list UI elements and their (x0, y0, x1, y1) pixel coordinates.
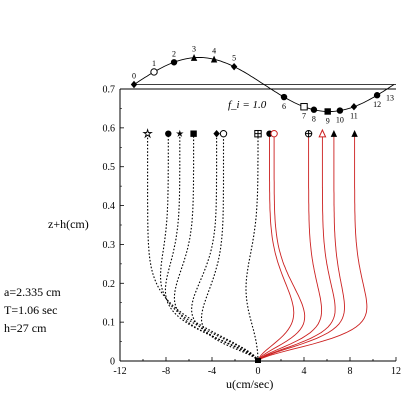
profile-line-7 (257, 133, 295, 362)
profile-line-2 (164, 133, 259, 362)
profile-phase-11 (257, 129, 345, 362)
phase-marker-3 (190, 53, 198, 61)
profile-line-5 (200, 133, 259, 362)
x-tick-label: 0 (256, 366, 261, 377)
phase-marker-10 (336, 107, 344, 114)
phase-marker-11 (350, 103, 358, 111)
profile-line-12 (257, 133, 368, 362)
y-tick-label: 0.1 (103, 318, 116, 329)
profile-line-8 (257, 133, 306, 362)
phase-label-2: 2 (172, 49, 176, 58)
phase-marker-12 (373, 92, 381, 99)
x-tick-label: 4 (302, 366, 307, 377)
profile-phase-0 (142, 128, 259, 362)
phase-label-9: 9 (326, 116, 330, 125)
param-depth: h=27 cm (4, 321, 47, 335)
profile-phase-8 (257, 129, 306, 362)
profile-phase-4 (191, 129, 259, 362)
profile-marker-0 (142, 128, 153, 139)
phase-label-6: 6 (282, 102, 286, 111)
param-amplitude: a=2.335 cm (4, 285, 61, 299)
param-period: T=1.06 sec (4, 303, 57, 317)
profile-phase-5 (200, 129, 259, 362)
x-tick-label: -4 (208, 366, 216, 377)
profile-marker-1 (165, 130, 172, 137)
profile-marker-3 (190, 130, 197, 137)
profile-line-11 (257, 133, 345, 362)
phase-marker-5 (230, 62, 238, 71)
y-tick-label: 0.7 (103, 85, 116, 96)
profile-phase-6 (245, 129, 262, 362)
phase-label-11: 11 (350, 112, 358, 121)
phase-marker-6 (280, 93, 288, 101)
profile-phase-9 (257, 129, 323, 362)
phase-marker-2 (170, 59, 178, 66)
profile-phase-7 (257, 130, 295, 362)
x-axis-label: u(cm/sec) (226, 377, 273, 391)
phase-label-3: 3 (192, 45, 196, 54)
phase-marker-1 (150, 68, 158, 76)
x-tick-label: -12 (113, 366, 126, 377)
profile-marker-5 (219, 129, 228, 138)
phase-marker-7 (300, 103, 308, 111)
y-tick-label: 0.4 (103, 201, 116, 212)
phase-label-8: 8 (312, 115, 316, 124)
y-tick-label: 0.3 (103, 240, 116, 251)
phase-label-1: 1 (152, 59, 156, 68)
phase-label-10: 10 (336, 116, 344, 125)
phase-label-4: 4 (212, 46, 216, 55)
profile-marker-4 (213, 129, 220, 138)
x-tick-label: 12 (391, 366, 401, 377)
y-tick-label: 0.6 (103, 123, 116, 134)
plot-area (142, 128, 368, 363)
profile-line-0 (147, 133, 259, 362)
profile-line-6 (245, 133, 259, 362)
profile-line-9 (257, 133, 323, 362)
profile-phase-12 (257, 129, 368, 362)
phase-label-13: 13 (386, 94, 394, 103)
profile-marker-12 (351, 129, 358, 137)
phase-label-5: 5 (232, 54, 236, 63)
phase-marker-4 (210, 55, 218, 63)
profile-line-3 (173, 133, 259, 362)
phase-label-12: 12 (373, 100, 381, 109)
profile-marker-8 (270, 129, 278, 138)
profile-phase-3 (173, 130, 259, 362)
profile-line-10 (257, 133, 336, 362)
profile-phase-10 (257, 128, 336, 362)
axes: -12 -8 -4 0 4 8 12 0 0.1 0.2 0.3 0.4 0.5 0.6 0.7 (103, 85, 402, 378)
y-axis-label: z+h(cm) (48, 217, 89, 231)
phase-marker-0 (130, 80, 138, 89)
phase-label-7: 7 (302, 112, 306, 121)
profile-marker-10 (318, 128, 327, 138)
x-tick-label: -8 (162, 366, 170, 377)
y-tick-label: 0 (110, 357, 115, 368)
y-tick-label: 0.2 (103, 279, 116, 290)
phase-label-0: 0 (132, 72, 136, 81)
profile-marker-11 (330, 129, 338, 137)
fi-label: f_i = 1.0 (228, 99, 267, 111)
phase-marker-8 (310, 106, 318, 113)
profile-phase-2 (164, 129, 259, 362)
profile-line-1 (159, 133, 259, 362)
profile-marker-2 (176, 129, 184, 137)
profile-line-4 (191, 133, 259, 362)
profile-marker-6 (254, 129, 262, 138)
y-tick-label: 0.5 (103, 162, 116, 173)
profile-marker-9 (304, 129, 313, 138)
x-tick-label: 8 (348, 366, 353, 377)
phase-marker-9 (324, 108, 331, 115)
profile-phase-1 (159, 130, 259, 362)
